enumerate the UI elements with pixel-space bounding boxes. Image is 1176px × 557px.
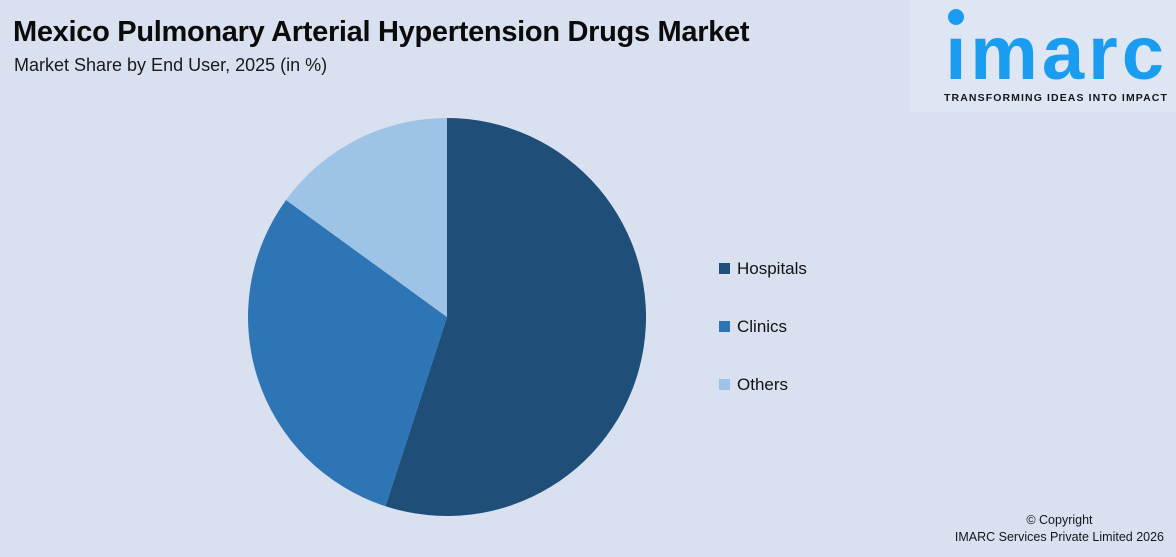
logo-wordmark-text: ımarc — [945, 11, 1168, 96]
legend-label: Others — [737, 374, 789, 394]
header: Mexico Pulmonary Arterial Hypertension D… — [13, 16, 750, 77]
legend-label: Hospitals — [737, 258, 807, 278]
legend-swatch — [719, 378, 730, 390]
legend-item-others: Others — [719, 373, 807, 395]
pie-slice-hospitals — [385, 118, 646, 516]
pie-slice-clinics — [248, 200, 447, 507]
legend-swatch — [719, 320, 730, 332]
logo-tagline: TRANSFORMING IDEAS INTO IMPACT — [944, 92, 1168, 104]
legend-item-hospitals: Hospitals — [719, 257, 807, 279]
copyright-line2: IMARC Services Private Limited 2026 — [954, 530, 1164, 545]
page-title: Mexico Pulmonary Arterial Hypertension D… — [13, 16, 750, 48]
pie-slice-others — [286, 118, 447, 317]
legend-label: Clinics — [737, 316, 788, 336]
legend-item-clinics: Clinics — [719, 315, 807, 337]
page-subtitle: Market Share by End User, 2025 (in %) — [14, 55, 328, 76]
chart-legend: Hospitals Clinics Others — [719, 257, 807, 431]
copyright-notice: © Copyright IMARC Services Private Limit… — [955, 512, 1164, 546]
copyright-line1: © Copyright — [1026, 513, 1093, 528]
pie-chart-svg — [248, 118, 646, 516]
legend-swatch — [719, 262, 730, 274]
logo-i-dot-icon — [948, 9, 964, 25]
imarc-logo: ımarc TRANSFORMING IDEAS INTO IMPACT — [910, 0, 1176, 112]
pie-chart — [248, 118, 646, 516]
